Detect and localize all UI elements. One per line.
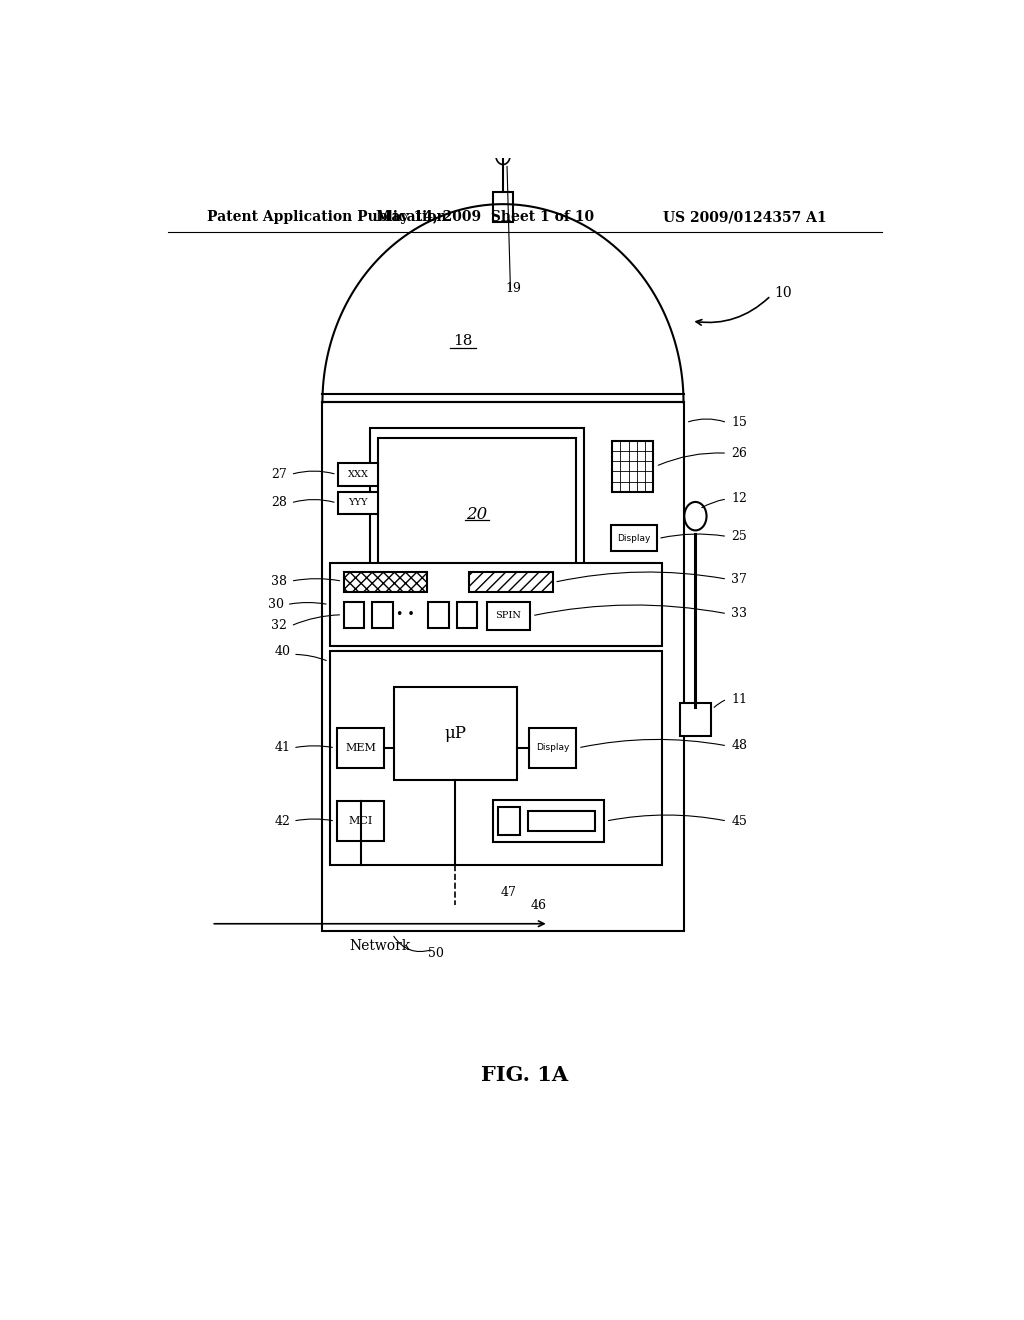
- Text: 32: 32: [270, 619, 287, 632]
- Text: • •: • •: [396, 609, 415, 622]
- Text: 15: 15: [731, 416, 748, 429]
- Bar: [337, 801, 384, 841]
- Bar: [680, 704, 712, 735]
- Text: 20: 20: [467, 506, 487, 523]
- Bar: [494, 800, 604, 842]
- Text: 27: 27: [271, 469, 287, 480]
- Text: 41: 41: [274, 742, 291, 755]
- Text: 33: 33: [731, 607, 748, 620]
- Text: 42: 42: [274, 814, 291, 828]
- Bar: [331, 562, 663, 647]
- Text: 25: 25: [731, 531, 746, 543]
- Bar: [528, 727, 577, 768]
- Bar: [498, 807, 520, 836]
- Text: MEM: MEM: [345, 743, 376, 752]
- Text: 47: 47: [501, 886, 517, 899]
- Bar: [344, 602, 365, 628]
- Text: XXX: XXX: [347, 470, 369, 479]
- Text: US 2009/0124357 A1: US 2009/0124357 A1: [663, 210, 826, 224]
- Bar: [528, 810, 595, 832]
- Bar: [394, 686, 517, 780]
- Bar: [337, 727, 384, 768]
- Bar: [493, 191, 513, 223]
- Text: 26: 26: [731, 446, 748, 459]
- Text: MCI: MCI: [348, 816, 373, 826]
- Text: Network: Network: [349, 939, 411, 953]
- Bar: [344, 572, 427, 593]
- Text: SPIN: SPIN: [496, 611, 521, 620]
- Text: 19: 19: [505, 282, 521, 294]
- Text: 38: 38: [270, 574, 287, 587]
- Text: May 14, 2009  Sheet 1 of 10: May 14, 2009 Sheet 1 of 10: [376, 210, 594, 224]
- Bar: [486, 602, 530, 630]
- Text: 37: 37: [731, 573, 748, 586]
- Bar: [457, 602, 477, 628]
- Text: μP: μP: [444, 725, 466, 742]
- Text: 11: 11: [731, 693, 748, 706]
- Bar: [373, 602, 393, 628]
- Text: 12: 12: [731, 492, 748, 506]
- Text: 50: 50: [428, 946, 443, 960]
- Bar: [331, 651, 663, 865]
- Bar: [370, 428, 585, 595]
- Text: 45: 45: [731, 814, 748, 828]
- Text: 40: 40: [274, 645, 291, 657]
- Text: Display: Display: [536, 743, 569, 752]
- Text: 10: 10: [775, 285, 793, 300]
- Text: YYY: YYY: [348, 499, 368, 507]
- Text: 18: 18: [454, 334, 473, 348]
- Bar: [338, 492, 378, 515]
- Bar: [469, 572, 553, 593]
- Text: Patent Application Publication: Patent Application Publication: [207, 210, 447, 224]
- Text: 28: 28: [270, 496, 287, 510]
- Text: 48: 48: [731, 739, 748, 752]
- Bar: [610, 525, 656, 550]
- Text: FIG. 1A: FIG. 1A: [481, 1065, 568, 1085]
- Bar: [323, 403, 684, 931]
- Text: Display: Display: [616, 533, 650, 543]
- Text: 30: 30: [267, 598, 284, 611]
- Bar: [338, 463, 378, 486]
- Bar: [378, 438, 577, 585]
- Bar: [612, 441, 653, 492]
- Text: 46: 46: [531, 899, 547, 912]
- Bar: [428, 602, 449, 628]
